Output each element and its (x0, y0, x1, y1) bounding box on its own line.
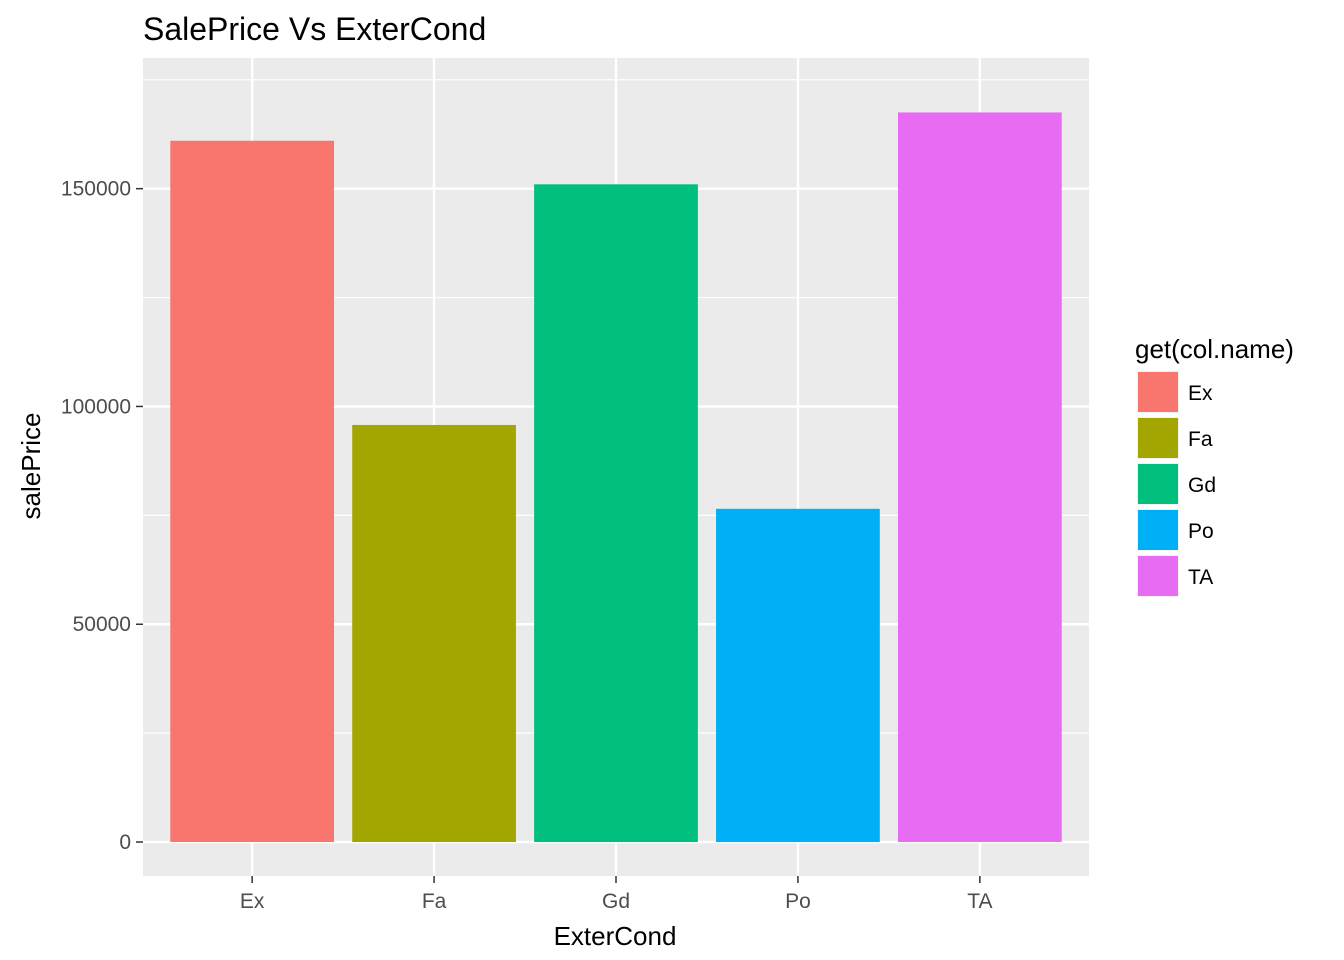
legend-swatch-fa (1138, 418, 1178, 458)
plot-panel (143, 58, 1089, 876)
bar-gd (534, 184, 698, 843)
x-tick-label-ex: Ex (240, 890, 265, 913)
legend-label-ex: Ex (1188, 382, 1213, 405)
bar-ta (897, 112, 1062, 843)
y-tick-label: 150000 (61, 178, 131, 201)
x-tick-label-po: Po (785, 890, 811, 913)
y-tick-label: 100000 (61, 395, 131, 418)
x-tick-label-ta: TA (967, 890, 992, 913)
legend-label-fa: Fa (1188, 428, 1213, 451)
x-axis: Ex Fa Gd Po TA (240, 876, 992, 913)
legend-swatch-ex (1138, 372, 1178, 412)
x-axis-title: ExterCond (554, 921, 677, 951)
legend-swatch-gd (1138, 464, 1178, 504)
bar-ex (170, 140, 335, 843)
y-axis-title: salePrice (16, 413, 46, 520)
x-tick-label-fa: Fa (422, 890, 447, 913)
bars (170, 112, 1062, 843)
bar-fa (352, 424, 516, 843)
chart-title: SalePrice Vs ExterCond (143, 11, 486, 47)
legend-title: get(col.name) (1135, 334, 1294, 364)
legend-label-ta: TA (1188, 566, 1213, 589)
legend: get(col.name) Ex Fa Gd Po TA (1135, 334, 1294, 597)
legend-items: Ex Fa Gd Po TA (1137, 371, 1216, 597)
legend-swatch-po (1138, 510, 1178, 550)
y-axis: 0 50000 100000 150000 (61, 178, 143, 854)
legend-label-gd: Gd (1188, 474, 1216, 497)
x-tick-label-gd: Gd (602, 890, 630, 913)
y-tick-label: 50000 (73, 613, 131, 636)
bar-po (716, 508, 880, 843)
legend-label-po: Po (1188, 520, 1214, 543)
legend-swatch-ta (1138, 556, 1178, 596)
y-tick-label: 0 (119, 831, 131, 854)
